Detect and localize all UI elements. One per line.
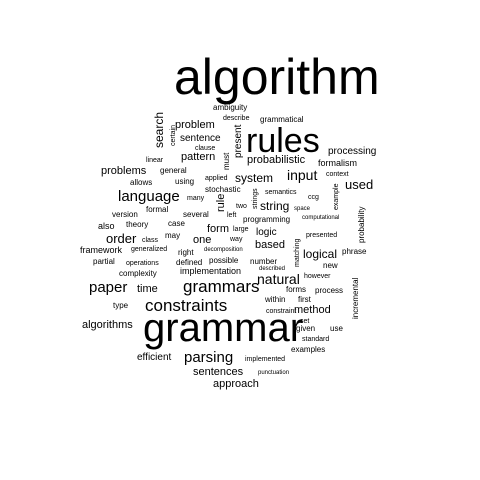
word-search: search (153, 112, 165, 148)
word-several: several (183, 211, 209, 219)
word-used: used (345, 178, 373, 191)
word-punctuation: punctuation (258, 370, 289, 376)
word-logical: logical (303, 248, 337, 260)
word-operations: operations (126, 260, 159, 267)
word-language: language (118, 189, 180, 204)
word-version: version (112, 211, 138, 219)
word-partial: partial (93, 258, 115, 266)
word-also: also (98, 222, 115, 231)
word-way: way (230, 236, 242, 243)
word-large: large (233, 226, 249, 233)
word-process: process (315, 287, 343, 295)
word-described: described (259, 266, 285, 272)
word-present: present (234, 125, 244, 158)
word-implementation: implementation (180, 267, 241, 276)
word-first: first (298, 296, 311, 304)
word-using: using (175, 178, 194, 186)
word-formalism: formalism (318, 159, 357, 168)
word-efficient: efficient (137, 353, 171, 363)
word-constraints: constraints (145, 297, 227, 314)
word-logic: logic (256, 228, 277, 238)
word-many: many (187, 195, 204, 202)
word-two: two (236, 203, 247, 210)
word-space: space (294, 206, 310, 212)
word-use: use (330, 325, 343, 333)
word-allows: allows (130, 179, 152, 187)
word-incremental: incremental (352, 278, 360, 319)
word-parsing: parsing (184, 350, 233, 365)
word-generalized: generalized (131, 246, 167, 253)
word-rule: rule (216, 194, 227, 212)
word-describe: describe (223, 115, 249, 122)
word-may: may (165, 232, 180, 240)
word-paper: paper (89, 280, 127, 295)
word-algorithm: algorithm (174, 52, 380, 102)
word-new: new (323, 262, 338, 270)
word-implemented: implemented (245, 356, 285, 363)
word-based: based (255, 240, 285, 251)
word-grammars: grammars (183, 278, 260, 295)
word-must: must (223, 153, 231, 170)
word-class: class (142, 237, 158, 244)
word-formal: formal (146, 206, 168, 214)
word-clause: clause (195, 145, 215, 152)
word-example: example (333, 184, 340, 210)
word-algorithms: algorithms (82, 320, 133, 331)
word-examples: examples (291, 346, 325, 354)
word-linear: linear (146, 157, 163, 164)
word-rules: rules (246, 124, 320, 158)
word-system: system (235, 172, 273, 184)
word-order: order (106, 232, 136, 245)
word-possible: possible (209, 257, 238, 265)
word-within: within (265, 296, 285, 304)
word-framework: framework (80, 246, 122, 255)
word-theory: theory (126, 221, 148, 229)
word-natural: natural (257, 272, 300, 286)
word-form: form (207, 224, 229, 235)
word-ambiguity: ambiguity (213, 104, 247, 112)
word-processing: processing (328, 147, 376, 157)
word-constraint: constraint (266, 308, 296, 315)
word-programming: programming (243, 216, 290, 224)
word-ccg: ccg (308, 194, 319, 201)
word-problem: problem (175, 120, 215, 131)
word-complexity: complexity (119, 270, 157, 278)
word-one: one (193, 235, 211, 246)
word-left: left (227, 212, 236, 219)
word-number: number (250, 258, 277, 266)
word-applied: applied (205, 175, 228, 182)
word-input: input (287, 168, 317, 182)
word-method: method (294, 305, 331, 316)
word-matching: matching (294, 239, 301, 267)
word-probabilistic: probabilistic (247, 155, 305, 166)
word-grammatical: grammatical (260, 116, 304, 124)
word-string: string (260, 200, 289, 212)
word-pattern: pattern (181, 152, 215, 163)
word-phrase: phrase (342, 248, 366, 256)
word-type: type (113, 302, 128, 310)
word-probability: probability (358, 207, 366, 243)
word-right: right (178, 249, 194, 257)
word-computational: computational (302, 215, 339, 221)
word-presented: presented (306, 232, 337, 239)
word-certain: certain (170, 125, 177, 146)
word-given: given (296, 325, 315, 333)
word-strings: strings (252, 188, 259, 209)
word-sentence: sentence (180, 134, 221, 144)
word-standard: standard (302, 336, 329, 343)
word-semantics: semantics (265, 189, 297, 196)
word-time: time (137, 284, 158, 295)
word-context: context (326, 171, 349, 178)
word-decomposition: decomposition (204, 247, 243, 253)
word-approach: approach (213, 379, 259, 390)
word-general: general (160, 167, 187, 175)
word-forms: forms (286, 286, 306, 294)
word-however: however (304, 273, 330, 280)
word-problems: problems (101, 166, 146, 177)
word-case: case (168, 220, 185, 228)
word-sentences: sentences (193, 367, 243, 378)
